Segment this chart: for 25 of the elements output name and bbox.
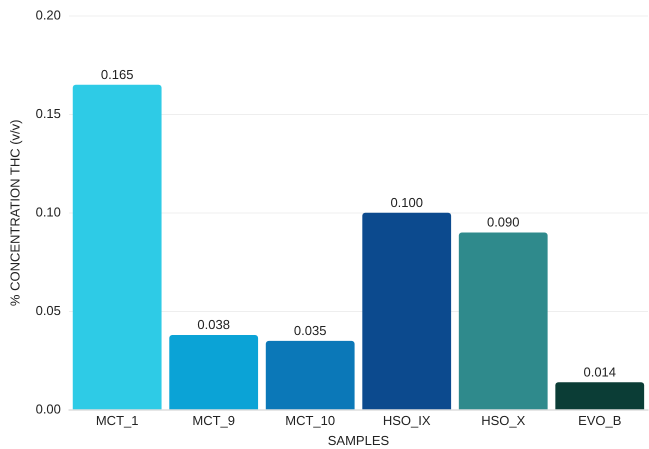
y-axis-title: % CONCENTRATION THC (v/v) [7, 120, 22, 306]
y-tick-label: 0.05 [36, 302, 61, 318]
bar [458, 232, 548, 410]
y-tick-label: 0.00 [36, 401, 61, 416]
bar [169, 334, 258, 410]
y-tick-label: 0.10 [36, 204, 61, 220]
x-tick-label: MCT_1 [96, 413, 138, 428]
x-tick-label: HSO_X [481, 413, 526, 428]
x-tick-label: EVO_B [578, 413, 622, 428]
bar [555, 382, 644, 410]
bar [266, 340, 355, 410]
data-label: 0.038 [197, 317, 230, 332]
x-tick-label: HSO_IX [382, 413, 431, 428]
y-tick-label: 0.15 [36, 106, 61, 121]
x-axis-title: SAMPLES [328, 432, 390, 448]
data-label: 0.090 [486, 214, 520, 230]
x-tick-label: MCT_9 [192, 413, 235, 428]
bar [72, 84, 162, 410]
data-label: 0.014 [583, 364, 616, 380]
x-tick-label: MCT_10 [285, 413, 336, 428]
bar [362, 212, 452, 410]
y-tick-label: 0.20 [36, 7, 61, 22]
data-label: 0.035 [294, 322, 326, 338]
data-label: 0.165 [100, 66, 134, 82]
data-label: 0.100 [390, 194, 423, 210]
